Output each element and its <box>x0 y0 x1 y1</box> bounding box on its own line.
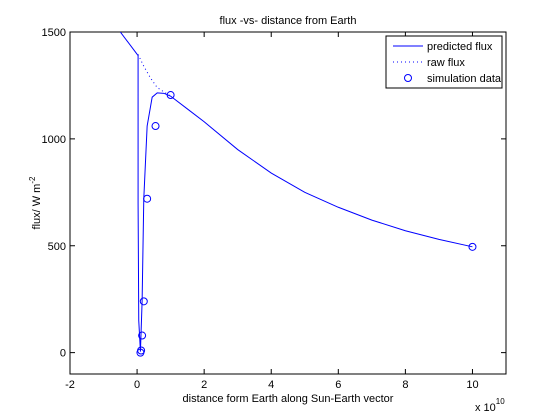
y-tick-label: 0 <box>60 348 66 360</box>
y-axis-label: flux/ W m-2 <box>28 176 43 230</box>
legend: predicted flux raw flux simulation data <box>386 36 502 88</box>
x-tick-label: 10 <box>466 379 478 391</box>
x-axis-multiplier-exponent: 10 <box>496 397 505 406</box>
legend-label-simulation: simulation data <box>427 73 502 85</box>
chart-title: flux -vs- distance from Earth <box>220 15 357 27</box>
y-axis-label-superscript: -2 <box>28 176 37 184</box>
x-tick-label: 2 <box>201 379 207 391</box>
y-tick-label: 500 <box>48 241 66 253</box>
x-axis-label: distance form Earth along Sun-Earth vect… <box>183 393 394 405</box>
x-tick-label: 6 <box>335 379 341 391</box>
x-tick-label: 8 <box>402 379 408 391</box>
legend-label-raw: raw flux <box>427 57 465 69</box>
x-tick-label: 0 <box>134 379 140 391</box>
y-tick-label: 1000 <box>42 134 66 146</box>
y-axis-label-text: flux/ W m <box>31 184 43 230</box>
x-tick-label: -2 <box>65 379 75 391</box>
x-axis-multiplier-base: x 10 <box>475 402 496 414</box>
y-tick-label: 1500 <box>42 27 66 39</box>
x-tick-label: 4 <box>268 379 274 391</box>
legend-label-predicted: predicted flux <box>427 41 493 53</box>
